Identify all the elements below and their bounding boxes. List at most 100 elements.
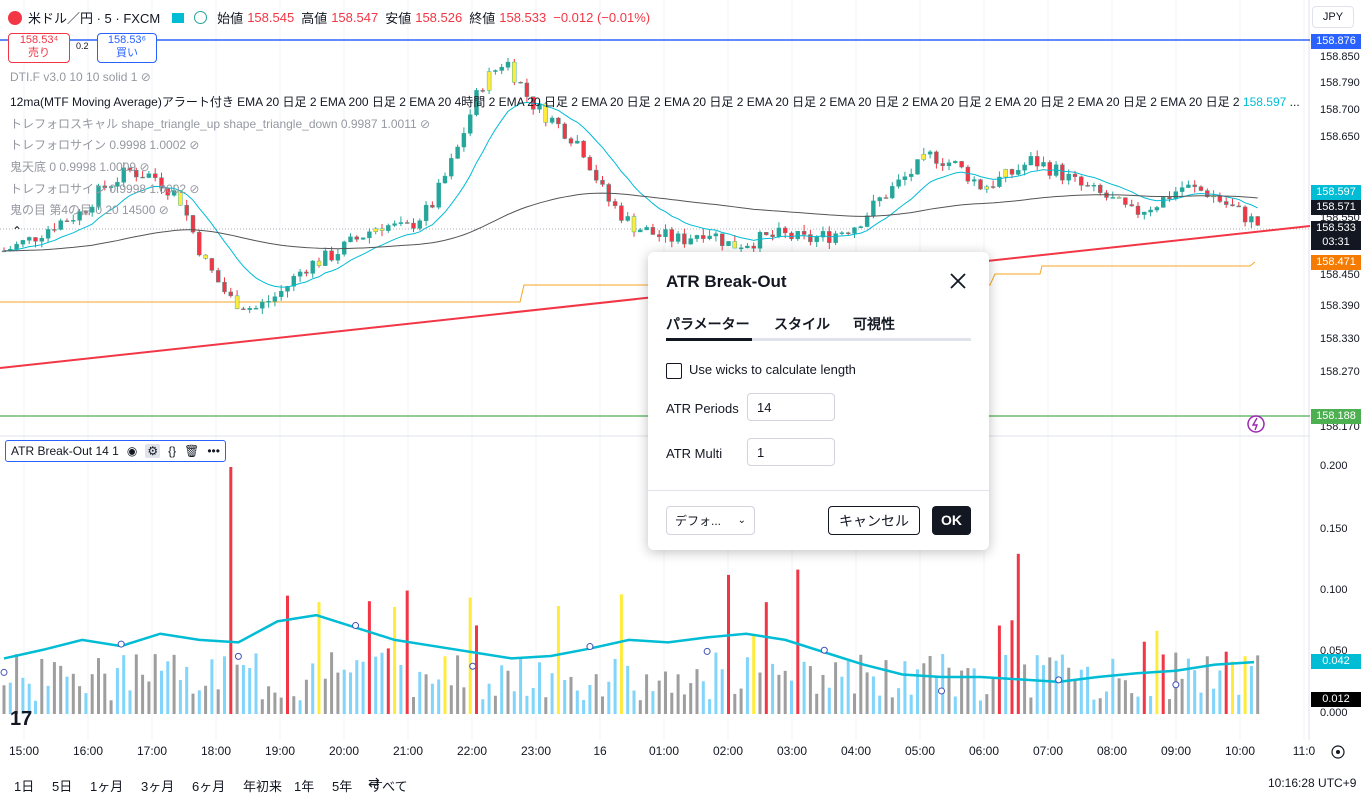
atr-bar xyxy=(916,669,919,714)
atr-bar xyxy=(493,695,497,714)
indicator-legend[interactable]: ATR Break-Out 14 1 ◉ ⚙ {} 🗑 ••• xyxy=(5,440,226,462)
legend-dti[interactable]: DTI.F v3.0 10 10 solid 1 ⊘ xyxy=(10,70,151,84)
hidden-eye-icon[interactable]: ⊘ xyxy=(189,138,200,152)
candle xyxy=(883,197,889,199)
atr-bar xyxy=(84,693,88,714)
atr-multi-input[interactable]: 1 xyxy=(747,438,835,466)
atr-bar xyxy=(865,672,869,714)
eye-icon[interactable]: ◉ xyxy=(126,444,138,458)
hidden-eye-icon[interactable]: ⊘ xyxy=(420,117,431,131)
candle xyxy=(505,61,511,68)
candle xyxy=(1148,209,1153,213)
atr-bar xyxy=(52,662,56,714)
candle xyxy=(1123,197,1128,205)
atr-bar xyxy=(1142,641,1146,714)
period-button[interactable]: 5年 xyxy=(332,779,353,794)
atr-bar xyxy=(1224,651,1228,714)
hidden-eye-icon[interactable]: ⊘ xyxy=(189,182,200,196)
candle xyxy=(915,159,920,175)
settings-gear-icon[interactable]: ⚙ xyxy=(145,444,161,458)
atr-bar xyxy=(966,668,970,714)
candle xyxy=(776,227,782,237)
legend-sign-1[interactable]: トレフォロサイン 0.9998 1.0002 ⊘ xyxy=(10,136,199,153)
atr-periods-input[interactable]: 14 xyxy=(747,393,835,421)
hidden-eye-icon[interactable]: ⊘ xyxy=(140,70,151,84)
legend-oni-eye[interactable]: 鬼の目 第4の目 0 20 14500 ⊘ xyxy=(10,201,169,218)
legend-oni[interactable]: 鬼天底 0 0.9998 1.0009 ⊘ xyxy=(10,158,150,175)
atr-bar xyxy=(210,659,214,714)
period-button[interactable]: 3ヶ月 xyxy=(141,779,175,794)
atr-signal-dot xyxy=(1172,681,1180,689)
period-button[interactable]: 1日 xyxy=(14,779,35,794)
atr-bar xyxy=(708,699,712,714)
tv-logo-icon: 17 xyxy=(10,708,32,730)
symbol-name[interactable]: 米ドル／円 · 5 · FXCM xyxy=(28,11,161,26)
time-axis-label: 02:00 xyxy=(712,744,744,758)
market-status-icon xyxy=(194,11,208,24)
atr-bar xyxy=(1029,697,1033,714)
candle xyxy=(650,227,656,235)
atr-bar xyxy=(985,694,989,714)
collapse-legend-icon[interactable]: ⌃ xyxy=(12,224,23,238)
atr-bar xyxy=(15,654,19,714)
period-button[interactable]: 6ヶ月 xyxy=(192,779,226,794)
atr-bar xyxy=(1023,664,1027,714)
tab-visibility[interactable]: 可視性 xyxy=(853,316,895,332)
candle xyxy=(1072,173,1078,177)
currency-button[interactable]: JPY xyxy=(1312,6,1354,28)
atr-bar xyxy=(884,660,888,714)
candle xyxy=(52,229,57,231)
period-button[interactable]: 年初来 xyxy=(243,779,283,794)
more-icon[interactable]: ••• xyxy=(207,444,220,458)
ok-button[interactable]: OK xyxy=(932,506,971,535)
atr-bar xyxy=(897,688,901,714)
atr-axis-label: 0.000 xyxy=(1320,707,1348,719)
atr-bar xyxy=(437,679,441,714)
atr-bar xyxy=(727,574,730,714)
candle xyxy=(902,176,908,180)
sell-button[interactable]: 158.53⁴ 売り xyxy=(8,33,70,63)
candle xyxy=(417,220,422,229)
hidden-eye-icon[interactable]: ⊘ xyxy=(139,160,150,174)
trash-icon[interactable]: 🗑 xyxy=(184,444,200,458)
legend-text: DTI.F v3.0 10 10 solid 1 xyxy=(10,70,138,84)
source-code-icon[interactable]: {} xyxy=(168,444,177,458)
atr-multi-label: ATR Multi xyxy=(666,446,723,461)
atr-bar xyxy=(418,671,422,714)
use-wicks-checkbox[interactable] xyxy=(666,363,682,379)
candle xyxy=(1186,184,1191,188)
candle xyxy=(234,295,240,309)
atr-bar xyxy=(1243,656,1247,714)
date-range-icon[interactable]: ⇄ xyxy=(368,774,380,790)
atr-bar xyxy=(947,667,951,714)
legend-sign-2[interactable]: トレフォロサイン 0.9998 1.0002 ⊘ xyxy=(10,180,199,197)
legend-scalp[interactable]: トレフォロスキャル shape_triangle_up shape_triang… xyxy=(10,115,430,132)
candle xyxy=(549,117,555,123)
defaults-dropdown[interactable]: デフォ... ⌄ xyxy=(666,506,755,535)
candle xyxy=(997,176,1002,187)
cancel-button[interactable]: キャンセル xyxy=(828,506,920,535)
atr-bar xyxy=(569,676,573,714)
hidden-eye-icon[interactable]: ⊘ xyxy=(158,203,169,217)
candle xyxy=(562,123,567,139)
candle xyxy=(379,228,385,231)
atr-bar xyxy=(632,690,636,714)
use-wicks-label[interactable]: Use wicks to calculate length xyxy=(689,362,856,377)
candle xyxy=(858,226,863,228)
atr-bar xyxy=(147,681,151,714)
close-icon[interactable] xyxy=(948,271,968,291)
price-axis-label: 158.390 xyxy=(1320,300,1360,312)
tab-parameters[interactable]: パラメーター xyxy=(666,316,750,332)
period-button[interactable]: 1年 xyxy=(294,779,315,794)
candle xyxy=(770,234,775,237)
candle xyxy=(625,216,630,221)
period-button[interactable]: 5日 xyxy=(52,779,73,794)
legend-12ma[interactable]: 12ma(MTF Moving Average)アラート付き EMA 20 日足… xyxy=(10,93,1300,110)
candle xyxy=(480,90,485,92)
period-button[interactable]: すべて xyxy=(370,779,408,794)
tab-style[interactable]: スタイル xyxy=(774,316,830,332)
atr-bar xyxy=(556,606,560,714)
buy-button[interactable]: 158.53⁶ 買い xyxy=(97,33,157,63)
period-button[interactable]: 1ヶ月 xyxy=(90,779,124,794)
atr-bar xyxy=(374,656,378,714)
